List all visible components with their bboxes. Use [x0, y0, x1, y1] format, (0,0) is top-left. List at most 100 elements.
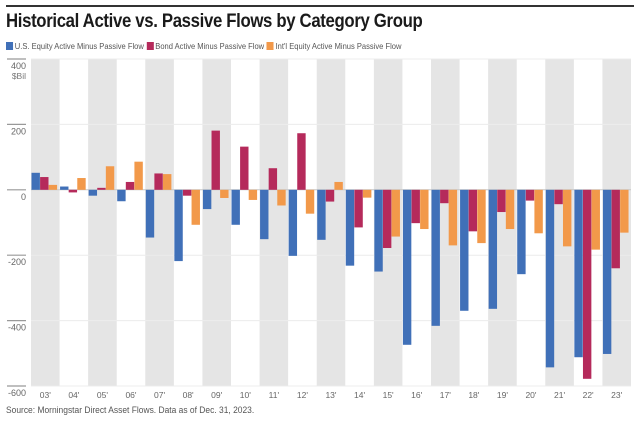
bar-intl-equity: [562, 189, 572, 247]
x-tick-label: 08': [183, 390, 194, 400]
legend-item-intl-equity: Int'l Equity Active Minus Passive Flow: [266, 41, 402, 51]
bar-intl-equity: [334, 181, 343, 190]
bar-bond: [40, 177, 49, 190]
y-axis: 400 200 0 -200 -400 -600 $Bil: [7, 58, 26, 398]
x-tick-label: 03': [40, 390, 51, 400]
bar-us-equity: [545, 189, 555, 368]
bar-us-equity: [145, 189, 155, 238]
x-tick-label: 05': [97, 390, 108, 400]
bar-us-equity: [174, 189, 183, 262]
y-tick-label: -200: [8, 257, 26, 267]
bar-us-equity: [31, 172, 40, 190]
bar-us-equity: [517, 189, 526, 275]
category-band: [202, 59, 231, 386]
bar-bond: [468, 189, 478, 232]
bar-bond: [611, 189, 620, 269]
bar-us-equity: [460, 189, 469, 311]
bar-intl-equity: [534, 189, 543, 234]
bar-intl-equity: [477, 189, 486, 244]
bar-us-equity: [488, 189, 498, 309]
x-tick-label: 13': [325, 390, 336, 400]
bar-us-equity: [431, 189, 440, 326]
legend-label-us-equity: U.S. Equity Active Minus Passive Flow: [14, 41, 144, 51]
legend-swatch-bond: [146, 42, 154, 50]
bar-us-equity: [402, 189, 412, 345]
y-tick-label: 400: [11, 61, 26, 71]
bar-bond: [182, 189, 192, 196]
x-tick-label: 17': [440, 390, 451, 400]
bar-intl-equity: [420, 189, 429, 230]
x-tick-label: 11': [269, 390, 280, 400]
x-tick-label: 22': [583, 390, 594, 400]
legend-swatch-us-equity: [6, 42, 14, 50]
legend-item-us-equity: U.S. Equity Active Minus Passive Flow: [6, 41, 144, 51]
x-tick-label: 04': [68, 390, 79, 400]
bar-us-equity: [574, 189, 583, 358]
y-tick-label: 200: [11, 126, 26, 136]
x-tick-label: 09': [211, 390, 222, 400]
bar-bond: [154, 173, 163, 190]
top-rule: [6, 5, 634, 7]
category-band: [31, 59, 60, 386]
y-tick-label: -400: [8, 323, 26, 333]
bar-intl-equity: [105, 166, 115, 190]
x-tick-label: 19': [497, 390, 508, 400]
bar-us-equity: [602, 189, 612, 354]
bar-bond: [525, 189, 535, 201]
bar-bond: [382, 189, 392, 249]
x-tick-label: 21': [554, 390, 565, 400]
legend-item-bond: Bond Active Minus Passive Flow: [146, 41, 264, 51]
bar-intl-equity: [248, 189, 258, 200]
legend-label-intl-equity: Int'l Equity Active Minus Passive Flow: [275, 41, 402, 51]
bar-bond: [297, 133, 306, 190]
bar-intl-equity: [620, 189, 629, 233]
bar-bond: [240, 146, 249, 190]
bar-us-equity: [317, 189, 326, 240]
bar-bond: [211, 130, 220, 190]
bar-intl-equity: [305, 189, 315, 214]
y-axis-unit-label: $Bil: [12, 71, 26, 81]
bar-us-equity: [345, 189, 355, 266]
x-tick-label: 15': [383, 390, 394, 400]
x-tick-label: 20': [525, 390, 536, 400]
bar-us-equity: [60, 186, 69, 190]
x-tick-label: 10': [240, 390, 251, 400]
legend-swatch-intl-equity: [266, 42, 274, 50]
bar-us-equity: [260, 189, 269, 240]
bar-bond: [97, 187, 106, 190]
bar-intl-equity: [505, 189, 515, 230]
bar-bond: [354, 189, 363, 228]
bar-bond: [440, 189, 449, 204]
bar-intl-equity: [362, 189, 372, 198]
bar-intl-equity: [77, 178, 86, 190]
bar-intl-equity: [448, 189, 458, 246]
bar-bond: [554, 189, 563, 205]
bar-intl-equity: [134, 161, 143, 190]
y-tick-label: 0: [21, 192, 26, 202]
y-tick-label: -600: [8, 388, 26, 398]
bar-us-equity: [88, 189, 98, 196]
bar-us-equity: [288, 189, 298, 256]
x-tick-label: 12': [297, 390, 308, 400]
bar-bond: [125, 181, 135, 190]
bar-intl-equity: [48, 184, 58, 190]
bar-us-equity: [374, 189, 383, 272]
legend-label-bond: Bond Active Minus Passive Flow: [155, 41, 265, 51]
bar-intl-equity: [277, 189, 286, 206]
bar-intl-equity: [191, 189, 200, 225]
bar-us-equity: [117, 189, 126, 202]
bar-bond: [582, 189, 592, 379]
bar-bond: [411, 189, 420, 224]
bar-intl-equity: [591, 189, 600, 250]
x-tick-label: 07': [154, 390, 165, 400]
bars: [31, 130, 629, 379]
legend: U.S. Equity Active Minus Passive Flow Bo…: [6, 41, 404, 51]
source-note: Source: Morningstar Direct Asset Flows. …: [6, 405, 255, 416]
x-axis: 03' 04' 05' 06' 07' 08' 09' 10' 11' 12' 13' 14' 15' 1…: [40, 390, 623, 400]
bar-intl-equity: [220, 189, 229, 198]
bar-bond: [268, 168, 278, 190]
bar-bond: [497, 189, 506, 213]
x-tick-label: 14': [354, 390, 365, 400]
bar-bond: [68, 189, 78, 193]
